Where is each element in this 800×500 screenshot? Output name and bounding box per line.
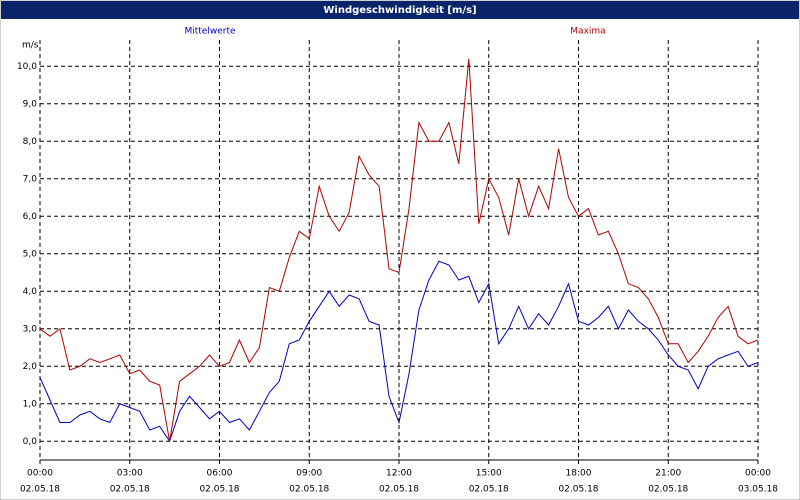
x-tick-label: 00:00 <box>745 469 771 479</box>
legend-label: Mittelwerte <box>184 27 235 37</box>
y-tick-label: 6,0 <box>23 212 38 222</box>
x-tick-date: 02.05.18 <box>379 485 419 495</box>
x-tick-label: 21:00 <box>655 469 681 479</box>
legend-label: Maxima <box>570 27 605 37</box>
y-tick-label: 7,0 <box>23 174 38 184</box>
x-tick-label: 06:00 <box>207 469 233 479</box>
y-tick-label: 0,0 <box>23 437 38 447</box>
x-tick-date: 02.05.18 <box>648 485 688 495</box>
x-tick-date: 02.05.18 <box>20 485 60 495</box>
chart-title: Windgeschwindigkeit [m/s] <box>323 5 476 16</box>
y-tick-label: 8,0 <box>23 137 38 147</box>
y-tick-label: 2,0 <box>23 362 38 372</box>
x-tick-label: 18:00 <box>566 469 592 479</box>
title-bar <box>1 1 799 19</box>
x-tick-label: 03:00 <box>117 469 143 479</box>
series-line <box>39 58 759 442</box>
y-tick-label: 3,0 <box>23 324 38 334</box>
x-tick-date: 03.05.18 <box>738 485 778 495</box>
y-tick-label: 9,0 <box>23 99 38 109</box>
y-tick-label: 4,0 <box>23 287 38 297</box>
x-tick-date: 02.05.18 <box>289 485 329 495</box>
x-tick-label: 15:00 <box>476 469 502 479</box>
y-tick-label: 5,0 <box>23 249 38 259</box>
x-tick-date: 02.05.18 <box>110 485 150 495</box>
x-tick-label: 12:00 <box>386 469 412 479</box>
y-unit: m/s <box>22 41 39 51</box>
x-tick-date: 02.05.18 <box>558 485 598 495</box>
series-line <box>39 260 759 443</box>
y-tick-label: 10,0 <box>17 62 37 72</box>
x-tick-date: 02.05.18 <box>469 485 509 495</box>
x-tick-label: 00:00 <box>27 469 53 479</box>
y-tick-label: 1,0 <box>23 399 38 409</box>
x-tick-date: 02.05.18 <box>199 485 239 495</box>
x-tick-label: 09:00 <box>296 469 322 479</box>
